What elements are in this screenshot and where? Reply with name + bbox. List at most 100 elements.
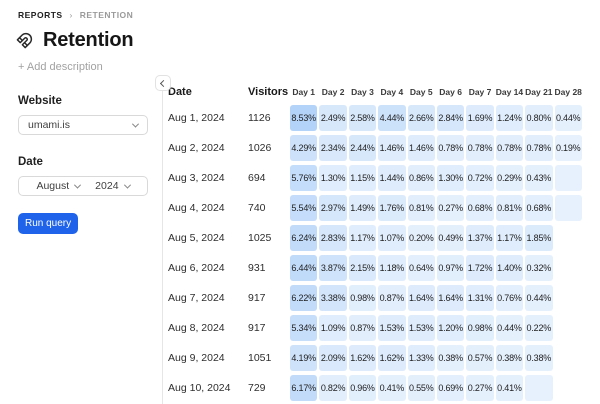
retention-cell-value: 2.15% [348, 255, 377, 281]
visitors-cell: 740 [248, 202, 266, 214]
retention-cell-value: 3.87% [319, 255, 347, 281]
breadcrumb-retention: RETENTION [79, 10, 134, 20]
retention-cell: 2.15% [348, 253, 377, 283]
run-query-button[interactable]: Run query [18, 213, 79, 234]
retention-cell: 1.31% [465, 283, 494, 313]
retention-cell-value: 0.43% [525, 165, 553, 191]
retention-cell: 0.27% [465, 373, 494, 403]
month-select[interactable]: August [36, 180, 82, 192]
retention-cell-value: 1.44% [378, 165, 406, 191]
chevron-down-icon [74, 181, 82, 189]
retention-cell [554, 223, 583, 253]
retention-cell: 1.07% [377, 223, 406, 253]
retention-cell-value: 4.19% [290, 345, 318, 371]
retention-cell: 0.44% [524, 283, 553, 313]
retention-cell-value: 2.49% [319, 105, 347, 131]
retention-cell: 0.19% [554, 133, 583, 163]
retention-cell: 0.41% [377, 373, 406, 403]
date-cell: Aug 1, 2024 [168, 112, 225, 124]
retention-cell: 2.83% [318, 223, 347, 253]
chevron-down-icon [131, 120, 140, 128]
retention-cell-value: 1.46% [407, 135, 435, 161]
retention-cell-value: 0.20% [407, 225, 435, 251]
date-cell: Aug 10, 2024 [168, 382, 231, 394]
retention-cell: 1.46% [377, 133, 406, 163]
column-header: Date [168, 86, 192, 98]
retention-cell-value: 0.68% [466, 195, 494, 221]
breadcrumb-separator-icon: › [69, 10, 73, 20]
retention-cell-value: 0.57% [466, 345, 494, 371]
month-select-value: August [36, 180, 70, 192]
retention-cell: 2.34% [318, 133, 347, 163]
retention-cell-value: 1.64% [407, 285, 435, 311]
retention-cell-value: 0.82% [319, 375, 347, 401]
retention-cell: 1.30% [436, 163, 465, 193]
retention-cell-value: 0.96% [348, 375, 377, 401]
add-description-link[interactable]: + Add description [18, 61, 103, 73]
retention-cell: 0.80% [524, 103, 553, 133]
retention-cell-value: 2.84% [436, 105, 465, 131]
retention-cell: 1.33% [407, 343, 436, 373]
retention-cell-value: 0.22% [525, 315, 553, 341]
retention-cell: 0.86% [407, 163, 436, 193]
retention-cell: 1.85% [524, 223, 553, 253]
column-header: Day 2 [321, 87, 345, 97]
retention-cell-value: 1.64% [436, 285, 465, 311]
visitors-cell: 917 [248, 292, 266, 304]
retention-cell-value: 0.38% [525, 345, 553, 371]
retention-cell-value: 2.97% [319, 195, 347, 221]
retention-cell: 0.38% [495, 343, 524, 373]
visitors-cell: 694 [248, 172, 266, 184]
retention-cell-value: 2.66% [407, 105, 435, 131]
chevron-down-icon [123, 181, 131, 189]
breadcrumb-reports[interactable]: REPORTS [18, 10, 63, 20]
collapse-sidebar-button[interactable] [154, 75, 171, 91]
retention-cell: 5.54% [289, 193, 318, 223]
retention-cell-value: 1.72% [466, 255, 494, 281]
retention-cell-value: 1.53% [407, 315, 435, 341]
visitors-cell: 729 [248, 382, 266, 394]
retention-cell: 0.55% [407, 373, 436, 403]
date-cell: Aug 9, 2024 [168, 352, 225, 364]
retention-cell: 2.66% [407, 103, 436, 133]
retention-cell-value: 3.38% [319, 285, 347, 311]
website-select[interactable]: umami.is [18, 115, 148, 135]
retention-cell: 1.62% [377, 343, 406, 373]
retention-cell: 1.62% [348, 343, 377, 373]
column-header: Day 1 [292, 87, 316, 97]
retention-cell: 4.44% [377, 103, 406, 133]
column-header: Day 4 [380, 87, 404, 97]
year-select[interactable]: 2024 [95, 180, 131, 192]
retention-cell: 1.53% [377, 313, 406, 343]
visitors-cell: 1026 [248, 142, 272, 154]
retention-cell-value: 1.37% [466, 225, 494, 251]
retention-cell: 6.24% [289, 223, 318, 253]
retention-cell-value: 1.20% [436, 315, 465, 341]
retention-cell-value: 0.81% [495, 195, 524, 221]
magnet-icon [16, 32, 33, 49]
retention-cell [554, 343, 583, 373]
column-header: Day 6 [439, 87, 462, 97]
retention-cell-value: 6.44% [290, 255, 318, 281]
retention-cell-value: 5.54% [290, 195, 318, 221]
retention-cell-value: 1.30% [436, 165, 465, 191]
retention-cell: 0.68% [524, 193, 553, 223]
retention-cell: 1.46% [407, 133, 436, 163]
retention-cell: 1.17% [348, 223, 377, 253]
retention-cell-value: 2.09% [319, 345, 347, 371]
retention-cell: 0.81% [407, 193, 436, 223]
retention-cell: 0.43% [524, 163, 553, 193]
retention-cell-value: 4.44% [378, 105, 406, 131]
breadcrumb: REPORTS › RETENTION [0, 0, 600, 20]
retention-cell [554, 193, 583, 223]
retention-cell: 0.64% [407, 253, 436, 283]
retention-cell-value: 1.46% [378, 135, 406, 161]
retention-cell: 1.24% [495, 103, 524, 133]
retention-cell: 3.87% [318, 253, 347, 283]
retention-cell-value: 0.97% [436, 255, 465, 281]
retention-table: Date Visitors Day 1 Day 2 Day 3 Day 4 Day 5 Day… [168, 81, 600, 403]
retention-cell: 0.32% [524, 253, 553, 283]
retention-cell: 0.78% [524, 133, 553, 163]
retention-cell-value: 0.29% [495, 165, 524, 191]
date-cell: Aug 8, 2024 [168, 322, 225, 334]
